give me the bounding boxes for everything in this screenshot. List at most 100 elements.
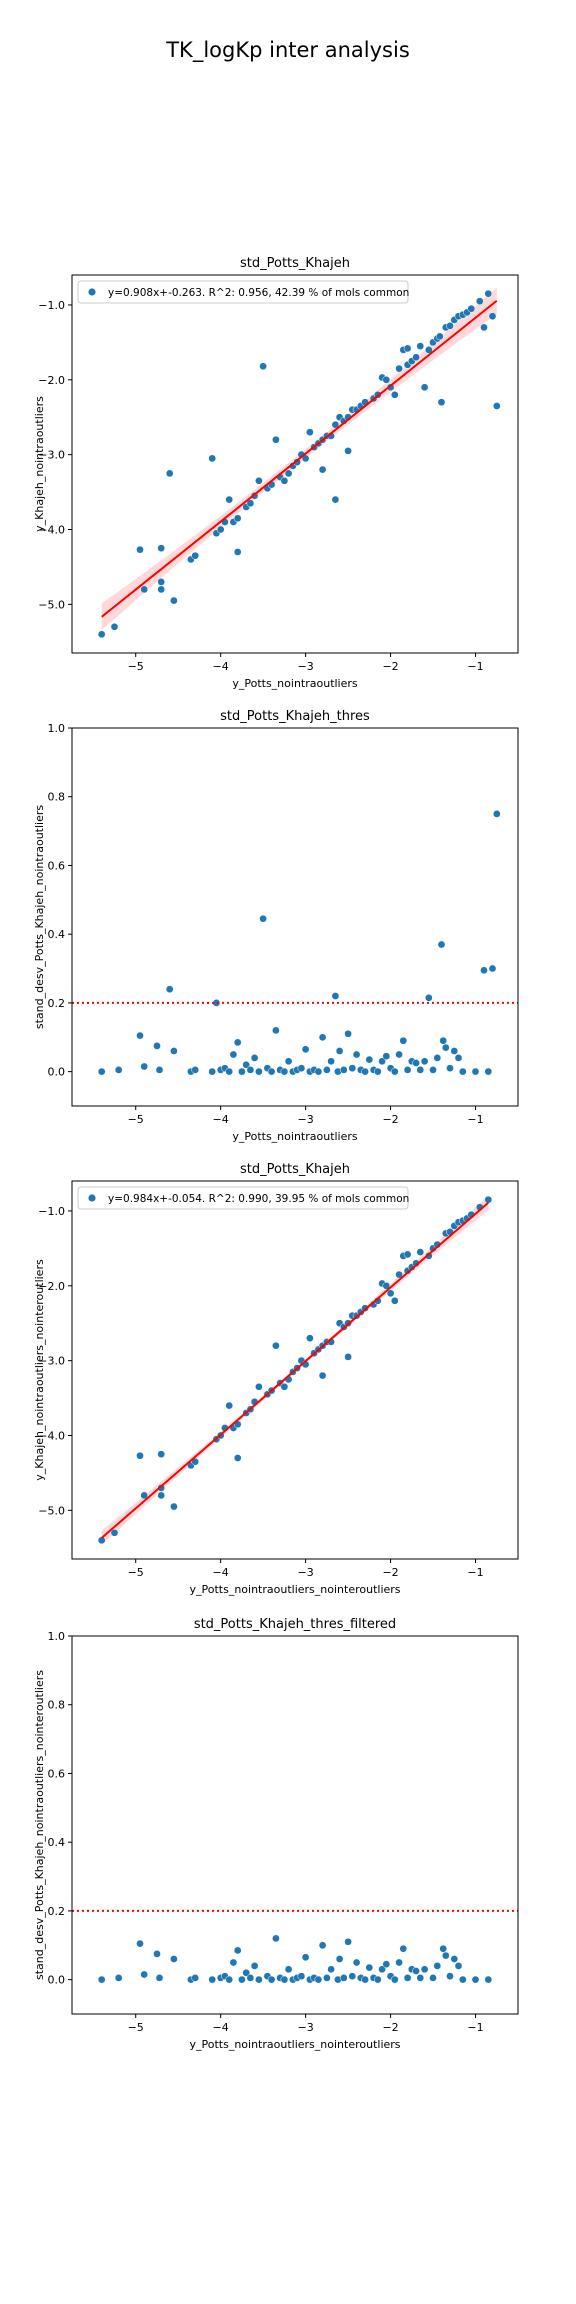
data-point xyxy=(192,552,199,559)
data-point xyxy=(480,967,487,974)
data-point xyxy=(451,1955,458,1962)
y-tick-label: 1.0 xyxy=(48,722,66,735)
data-point xyxy=(396,1959,403,1966)
data-point xyxy=(306,1335,313,1342)
x-tick-label: −1 xyxy=(467,1566,483,1579)
data-point xyxy=(417,1249,424,1256)
data-point xyxy=(153,1042,160,1049)
data-point xyxy=(285,470,292,477)
data-point xyxy=(404,1974,411,1981)
y-tick-label: 0.0 xyxy=(48,1974,66,1987)
data-point xyxy=(247,1066,254,1073)
data-point xyxy=(226,1068,233,1075)
data-point xyxy=(281,1383,288,1390)
data-point xyxy=(136,1452,143,1459)
data-point xyxy=(156,1974,163,1981)
data-point xyxy=(234,1454,241,1461)
regression-line xyxy=(102,1203,489,1538)
data-point xyxy=(391,1976,398,1983)
chart-title: std_Potts_Khajeh_thres xyxy=(220,709,370,724)
data-point xyxy=(417,1974,424,1981)
data-point xyxy=(349,1973,356,1980)
y-tick-label: 0.6 xyxy=(48,1767,66,1780)
data-point xyxy=(446,1973,453,1980)
x-tick-label: −5 xyxy=(128,1566,144,1579)
data-point xyxy=(98,631,105,638)
data-point xyxy=(442,1952,449,1959)
x-tick-label: −5 xyxy=(128,660,144,673)
data-point xyxy=(170,597,177,604)
data-point xyxy=(332,496,339,503)
data-point xyxy=(400,1037,407,1044)
data-point xyxy=(226,496,233,503)
data-point xyxy=(436,333,443,340)
x-tick-label: −2 xyxy=(382,660,398,673)
data-point xyxy=(440,1945,447,1952)
data-point xyxy=(472,1068,479,1075)
legend-label: y=0.984x+-0.054. R^2: 0.990, 39.95 % of … xyxy=(108,1193,409,1205)
data-point xyxy=(272,1935,279,1942)
data-point xyxy=(391,1068,398,1075)
data-point xyxy=(468,305,475,312)
x-tick-label: −4 xyxy=(213,660,229,673)
data-point xyxy=(156,1066,163,1073)
y-axis-label: stand_desv_Potts_Khajeh_nointraoutliers_… xyxy=(33,1670,46,1980)
data-point xyxy=(285,1966,292,1973)
data-point xyxy=(115,1974,122,1981)
x-tick-label: −3 xyxy=(298,2021,314,2034)
y-tick-label: 0.8 xyxy=(48,1699,66,1712)
data-point xyxy=(153,1950,160,1957)
data-point xyxy=(434,1962,441,1969)
data-point xyxy=(383,1053,390,1060)
data-point xyxy=(459,1976,466,1983)
data-point xyxy=(260,363,267,370)
data-point xyxy=(459,1068,466,1075)
data-point xyxy=(319,1942,326,1949)
data-point xyxy=(340,1066,347,1073)
x-axis-label: y_Potts_nointraoutliers_nointeroutliers xyxy=(189,2038,400,2051)
data-point xyxy=(383,376,390,383)
data-point xyxy=(413,354,420,361)
data-point xyxy=(323,1066,330,1073)
y-axis-label: y_Khajeh_nointraoutliers xyxy=(33,396,46,532)
data-point xyxy=(328,1058,335,1065)
data-point xyxy=(98,1976,105,1983)
data-point xyxy=(298,1973,305,1980)
data-point xyxy=(396,1051,403,1058)
data-point xyxy=(272,436,279,443)
data-point xyxy=(472,1976,479,1983)
data-point xyxy=(319,1372,326,1379)
y-tick-label: 0.6 xyxy=(48,859,66,872)
y-tick-label: −1.0 xyxy=(38,1205,65,1218)
y-tick-label: −1.0 xyxy=(38,299,65,312)
x-tick-label: −3 xyxy=(298,1566,314,1579)
data-point xyxy=(315,1068,322,1075)
legend-label: y=0.908x+-0.263. R^2: 0.956, 42.39 % of … xyxy=(108,287,409,299)
data-point xyxy=(362,1068,369,1075)
data-point xyxy=(302,1046,309,1053)
data-point xyxy=(136,1940,143,1947)
x-tick-label: −2 xyxy=(382,1566,398,1579)
data-point xyxy=(349,1065,356,1072)
data-point xyxy=(170,1955,177,1962)
data-point xyxy=(166,986,173,993)
data-point xyxy=(340,1974,347,1981)
data-point xyxy=(332,992,339,999)
data-point xyxy=(404,1251,411,1258)
data-point xyxy=(141,586,148,593)
data-point xyxy=(366,1964,373,1971)
data-point xyxy=(247,1974,254,1981)
data-point xyxy=(136,546,143,553)
data-point xyxy=(192,1974,199,1981)
data-point xyxy=(268,1068,275,1075)
legend-marker xyxy=(88,1194,95,1201)
data-point xyxy=(489,965,496,972)
data-point xyxy=(281,1068,288,1075)
chart-title: std_Potts_Khajeh xyxy=(240,1162,350,1177)
data-point xyxy=(251,1054,258,1061)
y-tick-label: −5.0 xyxy=(38,598,65,611)
data-point xyxy=(255,1383,262,1390)
data-point xyxy=(429,1974,436,1981)
data-point xyxy=(442,1044,449,1051)
